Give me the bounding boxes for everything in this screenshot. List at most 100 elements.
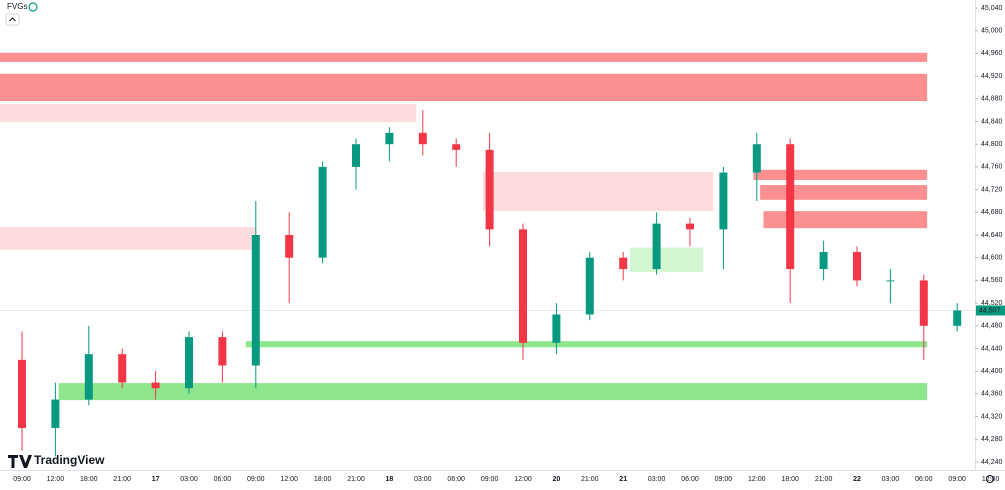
candle-body bbox=[418, 132, 427, 145]
last-price-box bbox=[976, 305, 1005, 316]
x-tick-label: 18:00 bbox=[781, 476, 799, 483]
x-tick-label: 18:00 bbox=[314, 476, 332, 483]
candle-body bbox=[485, 149, 494, 230]
candle-body bbox=[18, 359, 26, 428]
x-tick-label: 03:00 bbox=[414, 476, 432, 483]
y-tick-label: 44,320 bbox=[981, 413, 1003, 420]
fvg-zone bbox=[760, 185, 928, 200]
x-tick-label: 21 bbox=[619, 476, 627, 483]
fvg-zone bbox=[482, 172, 714, 212]
candle-body bbox=[185, 337, 193, 389]
candle-body bbox=[519, 229, 527, 343]
x-tick-label: 20 bbox=[553, 476, 561, 483]
candle-body bbox=[51, 399, 60, 428]
y-tick-label: 44,760 bbox=[981, 164, 1003, 171]
x-tick-label: 12:00 bbox=[982, 476, 1000, 483]
x-tick-label: 06:00 bbox=[915, 476, 933, 483]
y-tick-label: 44,680 bbox=[981, 209, 1003, 216]
last-price-label: 44,507 bbox=[979, 307, 1001, 314]
settings-icon[interactable] bbox=[986, 475, 994, 483]
x-tick-label: 17 bbox=[152, 476, 160, 483]
candles bbox=[18, 110, 962, 457]
fvg-zone bbox=[763, 211, 928, 229]
x-tick-label: 03:00 bbox=[882, 476, 900, 483]
indicator-name[interactable]: FVGs bbox=[7, 2, 27, 11]
candle-body bbox=[552, 314, 561, 343]
candle-body bbox=[385, 132, 394, 145]
x-tick-label: 21:00 bbox=[581, 476, 599, 483]
candle-body bbox=[686, 223, 694, 230]
candle-body bbox=[652, 223, 661, 270]
candle-body bbox=[84, 354, 93, 400]
candle-body bbox=[251, 235, 260, 366]
zones bbox=[0, 52, 975, 401]
y-tick-label: 44,960 bbox=[981, 50, 1003, 57]
y-tick-label: 44,440 bbox=[981, 345, 1003, 352]
y-tick-label: 44,520 bbox=[981, 300, 1003, 307]
fvg-zone bbox=[753, 169, 928, 180]
x-tick-label: 12:00 bbox=[47, 476, 65, 483]
y-tick-label: 44,840 bbox=[981, 118, 1003, 125]
fvg-zone bbox=[245, 341, 928, 348]
x-tick-label: 03:00 bbox=[648, 476, 666, 483]
fvg-zone bbox=[0, 52, 928, 62]
x-tick-label: 06:00 bbox=[214, 476, 232, 483]
y-tick-label: 44,880 bbox=[981, 96, 1003, 103]
x-tick-label: 18:00 bbox=[80, 476, 98, 483]
candle-body bbox=[853, 252, 861, 281]
candle-body bbox=[585, 257, 594, 315]
collapse-icon bbox=[9, 17, 16, 22]
y-tick-label: 44,920 bbox=[981, 73, 1003, 80]
y-tick-label: 44,280 bbox=[981, 436, 1003, 443]
x-tick-label: 18 bbox=[386, 476, 394, 483]
x-tick-label: 09:00 bbox=[948, 476, 966, 483]
fvg-zone bbox=[0, 227, 256, 250]
y-tick-label: 44,480 bbox=[981, 323, 1003, 330]
y-tick-label: 45,040 bbox=[981, 5, 1003, 12]
x-tick-label: 03:00 bbox=[180, 476, 198, 483]
x-tick-label: 09:00 bbox=[13, 476, 31, 483]
candle-body bbox=[752, 144, 761, 173]
candle-body bbox=[352, 144, 360, 167]
brand-name: TradingView bbox=[34, 453, 105, 467]
candle-body bbox=[118, 354, 127, 383]
candle-body bbox=[318, 166, 327, 258]
y-tick-label: 44,600 bbox=[981, 255, 1003, 262]
fvg-zone bbox=[0, 103, 417, 123]
candle-body bbox=[452, 144, 461, 150]
x-tick-label: 06:00 bbox=[447, 476, 465, 483]
x-tick-label: 09:00 bbox=[481, 476, 499, 483]
collapse-button[interactable] bbox=[5, 13, 20, 26]
y-tick-label: 44,240 bbox=[981, 459, 1003, 466]
x-tick-label: 21:00 bbox=[113, 476, 131, 483]
fvg-zone bbox=[58, 383, 928, 401]
y-tick-label: 44,360 bbox=[981, 391, 1003, 398]
x-tick-label: 12:00 bbox=[280, 476, 298, 483]
candle-body bbox=[218, 337, 227, 366]
x-tick-label: 22 bbox=[853, 476, 861, 483]
visibility-icon[interactable] bbox=[28, 2, 38, 12]
candle-body bbox=[919, 280, 928, 326]
y-tick-label: 44,400 bbox=[981, 368, 1003, 375]
x-tick-label: 06:00 bbox=[681, 476, 699, 483]
y-tick-label: 44,800 bbox=[981, 141, 1003, 148]
candle-body bbox=[786, 144, 795, 270]
x-tick-label: 21:00 bbox=[815, 476, 833, 483]
y-tick-label: 44,720 bbox=[981, 186, 1003, 193]
x-tick-label: 12:00 bbox=[748, 476, 766, 483]
candle-body bbox=[886, 280, 895, 282]
candle-body bbox=[719, 172, 728, 230]
y-tick-label: 44,640 bbox=[981, 232, 1003, 239]
x-tick-label: 12:00 bbox=[514, 476, 532, 483]
x-tick-label: 21:00 bbox=[347, 476, 365, 483]
x-tick-label: 09:00 bbox=[715, 476, 733, 483]
candle-body bbox=[285, 235, 294, 258]
brand-logo bbox=[8, 455, 32, 468]
candle-body bbox=[619, 257, 628, 270]
fvg-zone bbox=[629, 247, 704, 272]
candle-body bbox=[819, 252, 828, 270]
x-tick-label: 09:00 bbox=[247, 476, 265, 483]
candle-body bbox=[953, 310, 962, 326]
y-tick-label: 44,560 bbox=[981, 277, 1003, 284]
